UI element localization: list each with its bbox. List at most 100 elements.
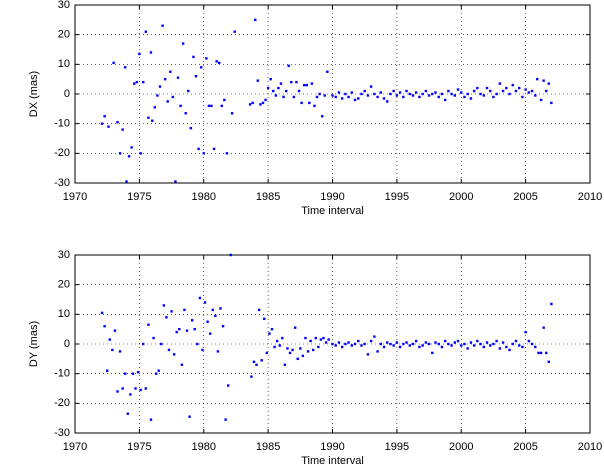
point	[466, 92, 469, 96]
point	[534, 94, 537, 97]
point	[118, 350, 122, 353]
point	[305, 83, 308, 87]
point	[304, 336, 307, 340]
point	[225, 152, 229, 155]
point	[264, 98, 267, 102]
point	[199, 66, 203, 69]
point	[463, 342, 466, 346]
point	[142, 80, 145, 84]
point	[281, 336, 284, 340]
point	[260, 359, 263, 362]
point	[508, 348, 511, 352]
point	[219, 307, 222, 310]
x-tick-label: 1970	[63, 191, 87, 203]
point	[418, 345, 421, 349]
point	[524, 88, 527, 91]
point	[207, 104, 211, 108]
plot-frame	[74, 254, 591, 434]
point	[392, 89, 395, 93]
point	[322, 336, 325, 340]
point	[492, 95, 495, 99]
point	[151, 119, 154, 122]
point	[163, 77, 167, 81]
x-tick-label: 1985	[256, 441, 280, 453]
point	[431, 92, 434, 96]
point	[131, 372, 135, 375]
point	[498, 82, 502, 85]
y-tick-label: 20	[58, 279, 70, 291]
point	[169, 70, 172, 73]
point	[398, 91, 402, 94]
y-tick-label: 30	[58, 0, 70, 11]
point	[273, 345, 276, 349]
point	[324, 341, 328, 344]
point	[295, 80, 298, 84]
point	[485, 341, 489, 344]
point	[485, 86, 489, 90]
point	[492, 342, 495, 346]
point	[482, 345, 485, 349]
point	[476, 339, 479, 343]
point	[165, 316, 168, 319]
y-tick-label: -30	[54, 427, 70, 439]
point	[196, 342, 199, 346]
point	[283, 363, 287, 366]
point	[476, 86, 479, 90]
x-axis-label: Time interval	[301, 455, 364, 465]
point	[456, 339, 460, 343]
point	[286, 347, 289, 350]
x-tick-label: 1975	[127, 191, 151, 203]
point	[460, 91, 463, 94]
point	[369, 339, 373, 343]
point	[347, 95, 350, 99]
point	[198, 296, 202, 300]
point	[293, 326, 297, 329]
point	[220, 104, 223, 108]
point	[534, 345, 537, 349]
point	[136, 370, 140, 374]
point	[218, 61, 221, 65]
point	[366, 94, 370, 97]
point	[530, 89, 534, 93]
point	[227, 384, 230, 387]
point	[125, 180, 128, 183]
point	[431, 351, 434, 355]
point	[113, 329, 117, 332]
point	[263, 317, 266, 320]
point	[313, 104, 316, 108]
point	[203, 301, 207, 304]
point	[256, 79, 260, 82]
point	[193, 327, 196, 331]
point	[453, 341, 457, 344]
point	[269, 77, 272, 81]
point	[211, 308, 214, 312]
point	[408, 344, 411, 347]
point	[202, 152, 205, 155]
point	[398, 345, 402, 349]
point	[421, 92, 424, 96]
point	[524, 330, 527, 334]
point	[127, 155, 131, 158]
point	[542, 79, 545, 82]
point	[139, 388, 142, 392]
point	[178, 327, 181, 331]
point	[386, 341, 389, 344]
point	[424, 89, 428, 93]
point	[147, 116, 150, 119]
point	[321, 115, 324, 118]
point	[360, 92, 363, 96]
point	[118, 152, 122, 155]
point	[250, 375, 253, 378]
point	[154, 372, 158, 375]
point	[514, 89, 518, 93]
point	[278, 344, 281, 347]
point	[205, 57, 208, 60]
point	[111, 348, 114, 352]
x-tick-label: 1990	[320, 441, 344, 453]
point	[373, 92, 376, 96]
point	[248, 103, 252, 106]
point	[124, 372, 127, 375]
point	[138, 52, 141, 56]
point	[302, 83, 306, 87]
